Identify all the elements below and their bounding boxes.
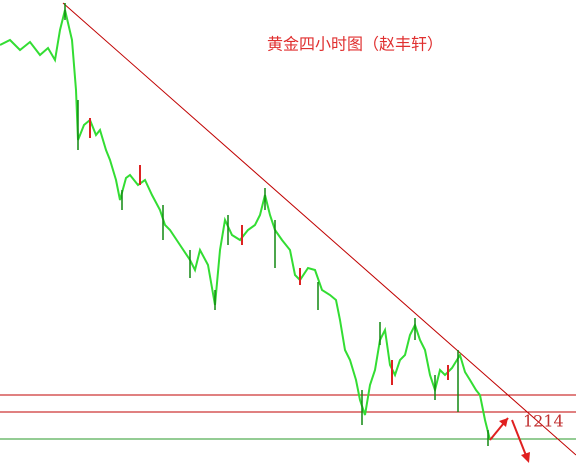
chart-title: 黄金四小时图（赵丰轩） — [267, 35, 443, 54]
candle-wicks — [64, 3, 489, 446]
arrow-down — [511, 419, 528, 459]
arrow-head — [521, 452, 530, 463]
trend-line — [62, 2, 576, 456]
annotation: 1214 — [523, 412, 564, 431]
bear-candles — [89, 118, 449, 385]
arrow-head — [499, 418, 508, 427]
